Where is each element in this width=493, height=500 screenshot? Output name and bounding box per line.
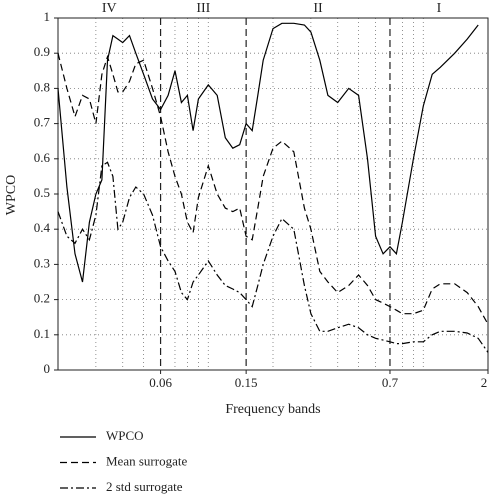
region-label: I — [437, 1, 442, 16]
y-tick-label: 0.3 — [34, 255, 50, 270]
y-tick-label: 0.7 — [34, 115, 51, 130]
x-tick-label: 0.06 — [149, 375, 172, 390]
x-axis-label: Frequency bands — [225, 402, 320, 417]
y-tick-label: 0 — [44, 361, 51, 376]
y-tick-label: 0.8 — [34, 79, 50, 94]
y-axis-label: WPCO — [4, 175, 19, 215]
y-tick-label: 0.4 — [34, 220, 51, 235]
x-tick-label: 2 — [481, 375, 488, 390]
legend-label: WPCO — [106, 428, 144, 443]
series-line — [57, 161, 489, 353]
legend-label: Mean surrogate — [106, 453, 187, 468]
y-tick-label: 0.2 — [34, 291, 50, 306]
region-label: IV — [102, 1, 117, 16]
legend-label: 2 std surrogate — [106, 479, 183, 494]
region-label: III — [196, 1, 210, 16]
x-tick-label: 0.15 — [235, 375, 258, 390]
y-tick-label: 0.5 — [34, 185, 50, 200]
y-tick-label: 0.6 — [34, 150, 51, 165]
x-tick-label: 0.7 — [382, 375, 399, 390]
region-label: II — [313, 1, 323, 16]
series-line — [57, 53, 489, 325]
series-line — [57, 22, 479, 283]
y-tick-label: 1 — [44, 9, 51, 24]
y-tick-label: 0.9 — [34, 44, 50, 59]
y-tick-label: 0.1 — [34, 326, 50, 341]
